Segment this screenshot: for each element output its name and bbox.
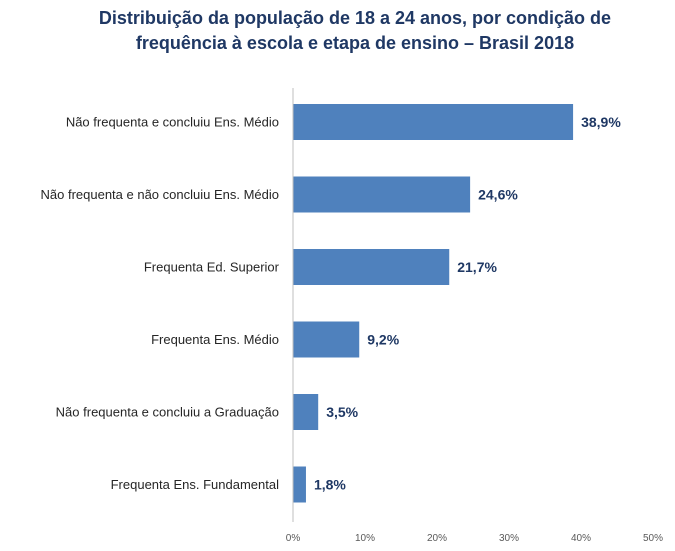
bar [293, 321, 360, 358]
x-tick-label: 30% [499, 533, 519, 544]
data-label: 24,6% [478, 187, 518, 203]
data-label: 9,2% [367, 332, 399, 348]
bar [293, 466, 306, 503]
category-label: Frequenta Ens. Médio [151, 332, 279, 347]
category-label: Frequenta Ed. Superior [144, 260, 280, 275]
chart-title-line-2: frequência à escola e etapa de ensino – … [135, 33, 575, 53]
category-label: Não frequenta e não concluiu Ens. Médio [41, 187, 280, 202]
data-label: 3,5% [326, 404, 358, 420]
bar [293, 394, 319, 430]
category-label: Não frequenta e concluiu a Graduação [56, 405, 279, 420]
chart-title-line-1: Distribuição da população de 18 a 24 ano… [98, 8, 612, 28]
bar [293, 104, 574, 140]
x-tick-label: 10% [355, 533, 375, 544]
bar [293, 176, 471, 213]
category-label: Frequenta Ens. Fundamental [111, 477, 279, 492]
data-label: 21,7% [457, 259, 497, 275]
chart-title: Distribuição da população de 18 a 24 ano… [40, 6, 670, 56]
category-label: Não frequenta e concluiu Ens. Médio [66, 115, 279, 130]
x-axis-ticks: 0% 10% 20% 30% 40% 50% [286, 533, 663, 544]
x-tick-label: 20% [427, 533, 447, 544]
data-label: 1,8% [314, 477, 346, 493]
x-tick-label: 0% [286, 533, 301, 544]
bars-layer: Não frequenta e concluiu Ens. Médio 38,9%… [41, 104, 621, 503]
x-tick-label: 50% [643, 533, 663, 544]
x-tick-label: 40% [571, 533, 591, 544]
data-label: 38,9% [581, 114, 621, 130]
bar [293, 249, 450, 285]
